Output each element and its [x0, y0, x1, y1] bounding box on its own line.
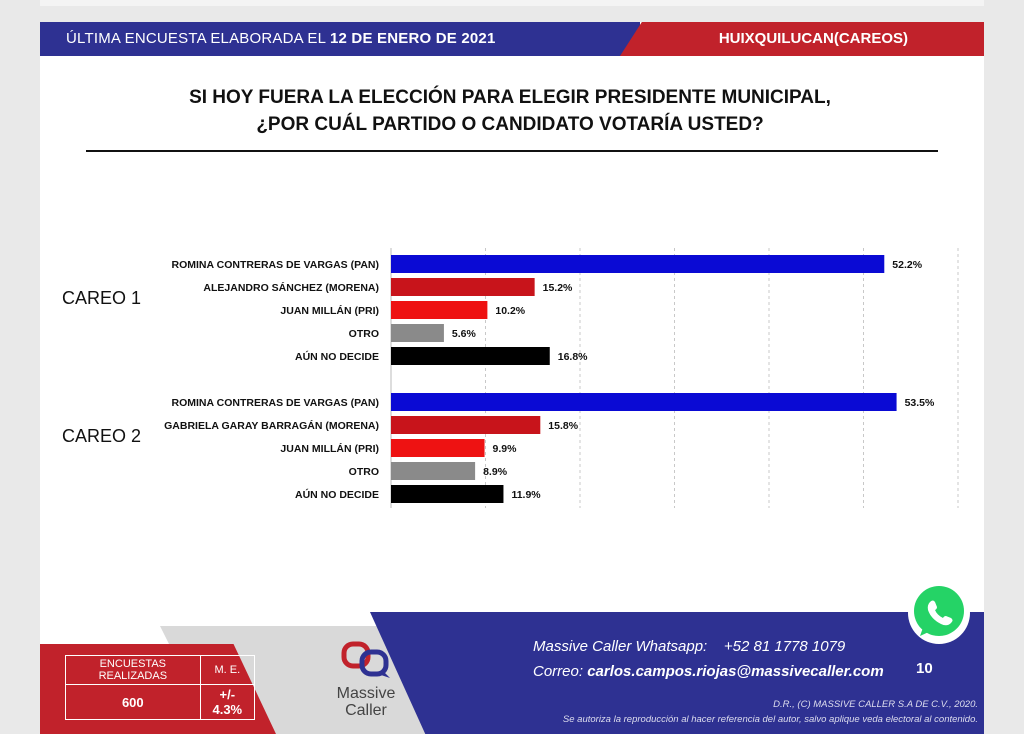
data-label: 5.6% [452, 328, 477, 340]
contact-block: Massive Caller Whatsapp: +52 81 1778 107… [533, 634, 884, 684]
header-location: HUIXQUILUCAN(CAREOS) [718, 30, 908, 47]
category-label: JUAN MILLÁN (PRI) [280, 442, 379, 455]
bar [391, 347, 550, 365]
question-line-1: SI HOY FUERA LA ELECCIÓN PARA ELEGIR PRE… [189, 87, 831, 108]
group-label: CAREO 1 [62, 288, 141, 308]
whatsapp-icon[interactable] [906, 580, 972, 646]
survey-stats-table: ENCUESTAS REALIZADAS M. E. 600 +/- 4.3% [65, 655, 256, 720]
data-label: 15.2% [543, 282, 573, 294]
page-number: 10 [916, 660, 933, 677]
email-address[interactable]: carlos.campos.riojas@massivecaller.com [587, 663, 884, 680]
header-bar [40, 22, 640, 56]
bar [391, 462, 476, 480]
category-label: ROMINA CONTRERAS DE VARGAS (PAN) [172, 259, 379, 271]
group-label: CAREO 2 [62, 426, 141, 446]
footer-blue-band [370, 612, 984, 734]
logo-mark-icon [341, 641, 390, 678]
header-date: ÚLTIMA ENCUESTA ELABORADA EL 12 DE ENERO… [66, 22, 496, 56]
massive-caller-logo: Massive Caller [326, 640, 406, 719]
bar [391, 301, 488, 319]
header-date-value: 12 DE ENERO DE 2021 [329, 30, 496, 47]
bar [391, 393, 897, 411]
bar [391, 255, 885, 273]
category-label: AÚN NO DECIDE [295, 488, 379, 501]
logo-line-2: Caller [345, 702, 387, 719]
question-line-2: ¿POR CUÁL PARTIDO O CANDIDATO VOTARÍA US… [256, 114, 764, 135]
legal-notice: D.R., (C) MASSIVE CALLER S.A DE C.V., 20… [563, 697, 978, 727]
category-label: OTRO [349, 328, 379, 340]
data-label: 11.9% [511, 489, 541, 501]
bar [391, 324, 444, 342]
data-label: 52.2% [892, 259, 922, 271]
email-label: Correo: [533, 663, 584, 680]
category-label: ROMINA CONTRERAS DE VARGAS (PAN) [172, 397, 379, 409]
category-label: OTRO [349, 466, 379, 478]
data-label: 10.2% [495, 305, 525, 317]
category-label: JUAN MILLÁN (PRI) [280, 304, 379, 317]
header-location-bar [620, 22, 984, 56]
legal-line-1: D.R., (C) MASSIVE CALLER S.A DE C.V., 20… [773, 699, 978, 710]
title-underline [86, 150, 938, 152]
header-prefix: ÚLTIMA ENCUESTA ELABORADA EL [66, 30, 326, 47]
encuestas-value: 600 [65, 684, 201, 720]
logo-line-1: Massive [336, 685, 396, 702]
chart-title: SI HOY FUERA LA ELECCIÓN PARA ELEGIR PRE… [130, 84, 890, 138]
data-label: 15.8% [548, 420, 578, 432]
me-value: +/- 4.3% [199, 684, 256, 720]
me-label: M. E. [199, 655, 256, 685]
data-label: 53.5% [905, 397, 935, 409]
top-strip [40, 0, 984, 6]
bar [391, 416, 541, 434]
data-label: 9.9% [493, 443, 518, 455]
encuestas-label: ENCUESTAS REALIZADAS [65, 655, 201, 685]
category-label: AÚN NO DECIDE [295, 350, 379, 363]
slide: ÚLTIMA ENCUESTA ELABORADA EL 12 DE ENERO… [40, 22, 984, 734]
email-line: Correo: carlos.campos.riojas@massivecall… [533, 659, 884, 684]
bar-chart: CAREO 1 ROMINA CONTRERAS DE VARGAS (PAN) 5… [62, 248, 959, 508]
data-label: 8.9% [483, 466, 508, 478]
bar [391, 439, 485, 457]
category-label: GABRIELA GARAY BARRAGÁN (MORENA) [164, 419, 379, 432]
whatsapp-line: Massive Caller Whatsapp: +52 81 1778 107… [533, 638, 846, 655]
category-label: ALEJANDRO SÁNCHEZ (MORENA) [203, 281, 379, 294]
bar [391, 278, 535, 296]
legal-line-2: Se autoriza la reproducción al hacer ref… [562, 714, 978, 725]
bar [391, 485, 504, 503]
data-label: 16.8% [558, 351, 588, 363]
